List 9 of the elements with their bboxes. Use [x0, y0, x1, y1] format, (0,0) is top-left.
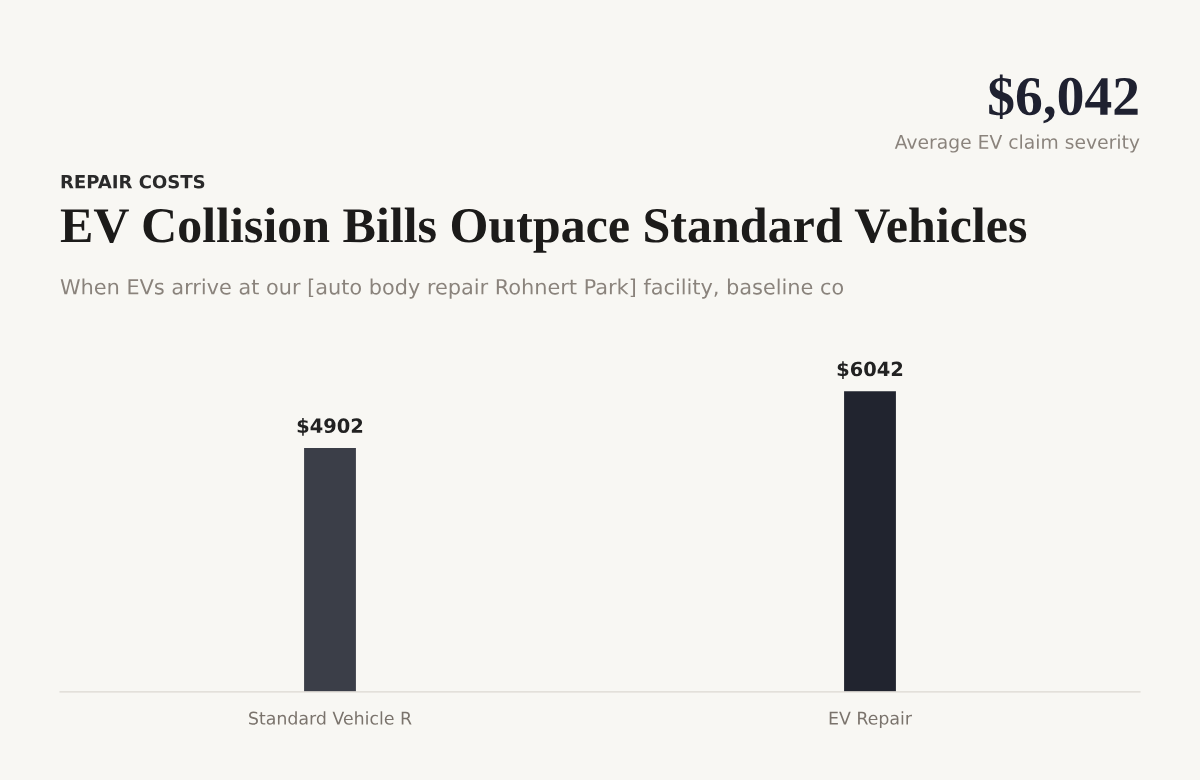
- data-label: $6042: [837, 361, 903, 379]
- x-tick-label: Standard Vehicle R: [249, 711, 412, 725]
- text: Average EV claim severity: [894, 134, 1140, 153]
- chart-subtitle: When EVs arrive at our [auto body repair Rohnert Park] facility, baseline co: [60, 278, 844, 299]
- chart-title: EV Collision Bills Outpace Standard Vehicles: [60, 207, 1027, 253]
- text: $6,042: [989, 74, 1138, 124]
- data-label: $4902: [297, 417, 363, 436]
- text: REPAIR COSTS: [61, 174, 205, 189]
- x-tick-label: EV Repair: [829, 711, 912, 729]
